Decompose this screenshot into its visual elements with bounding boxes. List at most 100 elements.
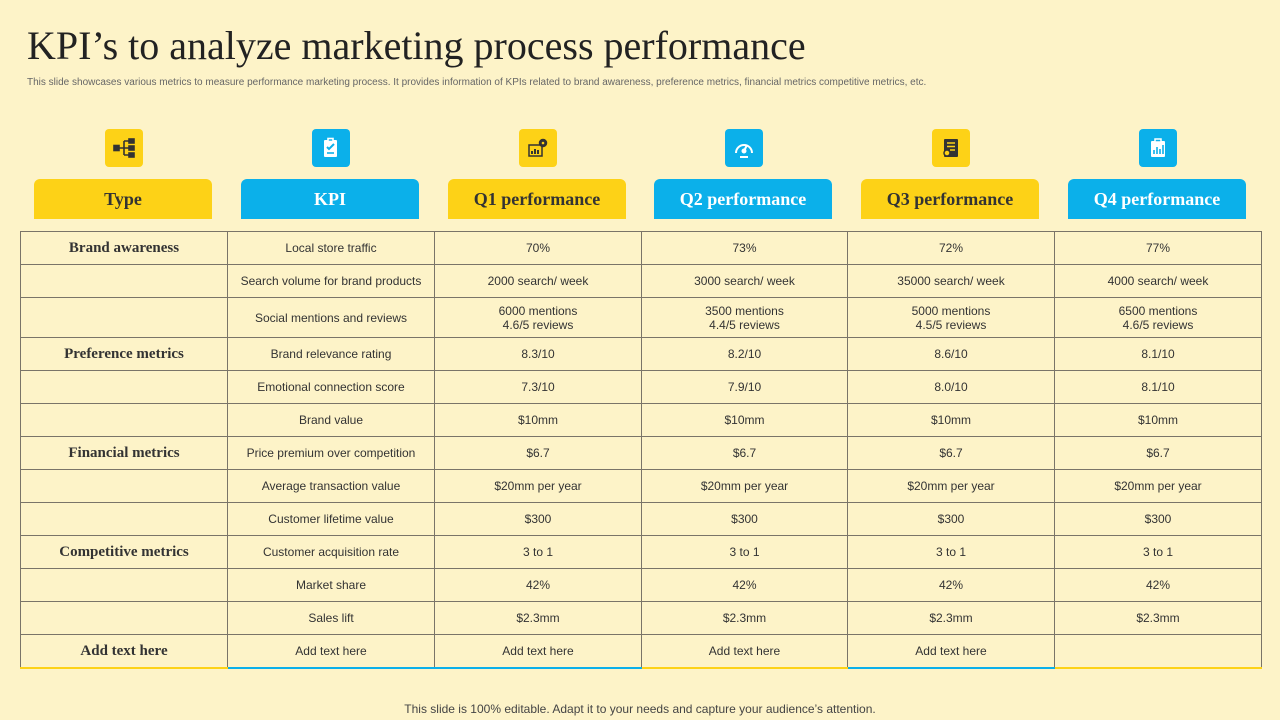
kpi-cell: Price premium over competition [227, 436, 435, 470]
q2-cell: 3500 mentions 4.4/5 reviews [641, 297, 848, 338]
kpi-cell: Brand relevance rating [227, 337, 435, 371]
table-row: Brand awareness Local store traffic 70% 73%… [20, 231, 1262, 265]
type-cell: Competitive metrics [20, 535, 228, 569]
header-q2: Q2 performance [654, 179, 832, 219]
table-row: Add text here Add text here Add text here A… [20, 634, 1262, 669]
kpi-cell: Sales lift [227, 601, 435, 635]
q3-cell: 5000 mentions 4.5/5 reviews [847, 297, 1055, 338]
q4-cell: 77% [1054, 231, 1262, 265]
q1-cell: $300 [434, 502, 642, 536]
q1-cell: Add text here [434, 634, 642, 669]
type-cell [20, 568, 228, 602]
page-subtitle: This slide showcases various metrics to … [27, 77, 927, 88]
table-row: Customer lifetime value $300 $300 $300 $300 [20, 502, 1262, 536]
q4-cell: 42% [1054, 568, 1262, 602]
report-icon [1139, 129, 1177, 167]
hierarchy-icon [105, 129, 143, 167]
q3-cell: $6.7 [847, 436, 1055, 470]
q3-cell: 72% [847, 231, 1055, 265]
kpi-cell: Search volume for brand products [227, 264, 435, 298]
kpi-cell: Add text here [227, 634, 435, 669]
header-q3: Q3 performance [861, 179, 1039, 219]
q4-cell: 4000 search/ week [1054, 264, 1262, 298]
q4-cell [1054, 634, 1262, 669]
q2-cell: 8.2/10 [641, 337, 848, 371]
kpi-cell: Brand value [227, 403, 435, 437]
type-cell: Financial metrics [20, 436, 228, 470]
q2-cell: $10mm [641, 403, 848, 437]
header-type: Type [34, 179, 212, 219]
type-cell [20, 370, 228, 404]
q1-cell: $10mm [434, 403, 642, 437]
q3-cell: 35000 search/ week [847, 264, 1055, 298]
q4-cell: $2.3mm [1054, 601, 1262, 635]
page-title: KPI’s to analyze marketing process perfo… [27, 23, 806, 68]
q3-cell: Add text here [847, 634, 1055, 669]
q4-cell: $10mm [1054, 403, 1262, 437]
q4-cell: 3 to 1 [1054, 535, 1262, 569]
kpi-cell: Social mentions and reviews [227, 297, 435, 338]
clipboard-icon [312, 129, 350, 167]
q2-cell: Add text here [641, 634, 848, 669]
header-q1: Q1 performance [448, 179, 626, 219]
q2-cell: 73% [641, 231, 848, 265]
kpi-cell: Local store traffic [227, 231, 435, 265]
q2-cell: 3000 search/ week [641, 264, 848, 298]
q3-cell: $2.3mm [847, 601, 1055, 635]
table-row: Market share 42% 42% 42% 42% [20, 568, 1262, 602]
type-cell [20, 264, 228, 298]
type-cell [20, 601, 228, 635]
table-row: Preference metrics Brand relevance rating… [20, 337, 1262, 371]
table-row: Competitive metrics Customer acquisition … [20, 535, 1262, 569]
q3-cell: 42% [847, 568, 1055, 602]
table-row: Brand value $10mm $10mm $10mm $10mm [20, 403, 1262, 437]
q3-cell: $20mm per year [847, 469, 1055, 503]
q2-cell: $300 [641, 502, 848, 536]
table-row: Average transaction value $20mm per year $… [20, 469, 1262, 503]
header-kpi: KPI [241, 179, 419, 219]
checklist-icon [932, 129, 970, 167]
table-row: Financial metrics Price premium over comp… [20, 436, 1262, 470]
q3-cell: $10mm [847, 403, 1055, 437]
type-cell [20, 297, 228, 338]
footer-note: This slide is 100% editable. Adapt it to… [404, 702, 876, 716]
table-row: Sales lift $2.3mm $2.3mm $2.3mm $2.3mm [20, 601, 1262, 635]
q3-cell: 3 to 1 [847, 535, 1055, 569]
q1-cell: 6000 mentions 4.6/5 reviews [434, 297, 642, 338]
kpi-cell: Emotional connection score [227, 370, 435, 404]
table-row: Search volume for brand products 2000 sea… [20, 264, 1262, 298]
type-cell [20, 403, 228, 437]
q1-cell: 42% [434, 568, 642, 602]
q3-cell: 8.6/10 [847, 337, 1055, 371]
q4-cell: 6500 mentions 4.6/5 reviews [1054, 297, 1262, 338]
kpi-cell: Customer lifetime value [227, 502, 435, 536]
q3-cell: 8.0/10 [847, 370, 1055, 404]
q3-cell: $300 [847, 502, 1055, 536]
q2-cell: $2.3mm [641, 601, 848, 635]
q4-cell: $300 [1054, 502, 1262, 536]
q1-cell: 3 to 1 [434, 535, 642, 569]
q2-cell: 3 to 1 [641, 535, 848, 569]
q2-cell: $6.7 [641, 436, 848, 470]
gauge-icon [725, 129, 763, 167]
header-q4: Q4 performance [1068, 179, 1246, 219]
kpi-cell: Market share [227, 568, 435, 602]
kpi-cell: Customer acquisition rate [227, 535, 435, 569]
q1-cell: 2000 search/ week [434, 264, 642, 298]
table-row: Social mentions and reviews 6000 mentions… [20, 297, 1262, 338]
q4-cell: 8.1/10 [1054, 370, 1262, 404]
q1-cell: 70% [434, 231, 642, 265]
q4-cell: $20mm per year [1054, 469, 1262, 503]
q1-cell: $2.3mm [434, 601, 642, 635]
q2-cell: 7.9/10 [641, 370, 848, 404]
kpi-table: Brand awareness Local store traffic 70% 73%… [20, 231, 1262, 669]
type-cell: Brand awareness [20, 231, 228, 265]
type-cell [20, 469, 228, 503]
type-cell: Add text here [20, 634, 228, 669]
q1-cell: $20mm per year [434, 469, 642, 503]
q4-cell: $6.7 [1054, 436, 1262, 470]
kpi-cell: Average transaction value [227, 469, 435, 503]
type-cell [20, 502, 228, 536]
q1-cell: 8.3/10 [434, 337, 642, 371]
q2-cell: $20mm per year [641, 469, 848, 503]
